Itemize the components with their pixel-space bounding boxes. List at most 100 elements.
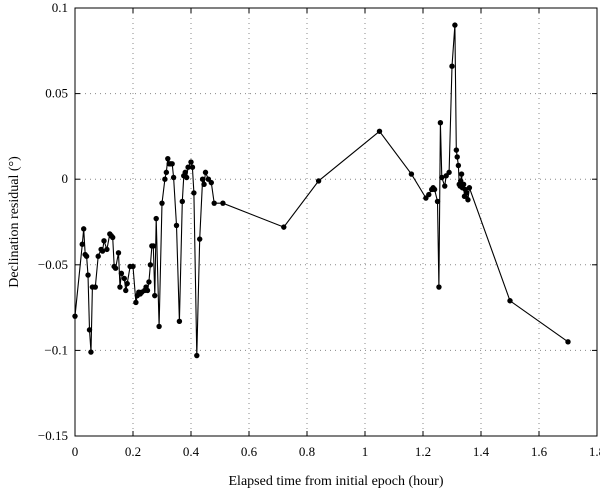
data-point xyxy=(426,191,432,198)
data-point xyxy=(199,176,206,182)
data-point xyxy=(121,275,128,282)
data-point xyxy=(144,287,151,294)
y-tick-label: −0.1 xyxy=(44,342,68,357)
data-point xyxy=(104,246,110,253)
data-point xyxy=(169,161,175,167)
data-point xyxy=(191,190,197,196)
data-point xyxy=(458,171,465,177)
data-point xyxy=(152,292,158,299)
y-tick-label: 0.05 xyxy=(45,86,68,101)
x-tick-label: 0.6 xyxy=(241,444,258,459)
data-point xyxy=(189,164,196,170)
x-axis-label: Elapsed time from initial epoch (hour) xyxy=(229,474,444,489)
data-point xyxy=(434,198,441,205)
x-tick-label: 0.2 xyxy=(125,444,141,459)
data-point xyxy=(376,128,383,134)
data-point xyxy=(124,280,130,287)
data-point xyxy=(220,200,226,206)
data-point xyxy=(197,236,203,242)
series-line xyxy=(74,25,569,356)
data-point xyxy=(565,339,571,345)
data-point xyxy=(449,63,455,69)
data-point xyxy=(453,147,460,153)
grid xyxy=(75,8,597,436)
data-point xyxy=(431,186,438,193)
data-point xyxy=(201,181,207,188)
data-point xyxy=(176,318,183,324)
data-point xyxy=(436,284,442,290)
data-point xyxy=(281,224,287,230)
data-point xyxy=(408,171,415,177)
x-tick-label: 1.6 xyxy=(531,444,548,459)
data-point xyxy=(439,174,445,181)
data-point xyxy=(95,253,101,259)
data-point xyxy=(88,349,94,355)
data-point xyxy=(463,190,470,196)
data-point xyxy=(123,287,129,294)
data-point xyxy=(101,238,107,244)
data-point xyxy=(194,352,200,359)
data-point xyxy=(147,262,154,268)
data-point xyxy=(156,323,162,330)
data-point xyxy=(79,241,85,247)
x-tick-label: 1.4 xyxy=(473,444,490,459)
data-point xyxy=(146,279,152,285)
data-point xyxy=(130,263,136,270)
y-tick-label: −0.05 xyxy=(38,257,68,272)
data-point xyxy=(150,243,156,249)
data-point xyxy=(211,200,217,206)
data-point xyxy=(182,169,188,176)
tick-labels: 0 0.2 0.4 0.6 0.8 1 1.2 1.4 1.6 1.8 0.1 0.05 0 −0.05 −… xyxy=(38,0,600,459)
data-point xyxy=(159,200,165,206)
y-tick-label: 0 xyxy=(62,171,69,186)
data-point xyxy=(442,183,448,189)
data-point xyxy=(81,226,87,232)
data-point xyxy=(163,169,170,176)
data-point xyxy=(466,185,473,191)
x-tick-label: 1.8 xyxy=(589,444,600,459)
data-point xyxy=(437,120,444,126)
data-point xyxy=(85,272,91,278)
data-point xyxy=(185,164,191,170)
data-point xyxy=(72,313,78,319)
data-point xyxy=(170,174,177,181)
data-point xyxy=(507,298,513,304)
data-point xyxy=(179,198,185,205)
data-point xyxy=(454,154,460,160)
data-point xyxy=(162,176,168,182)
data-point xyxy=(460,181,467,188)
y-axis-label: Declination residual (°) xyxy=(7,156,22,288)
data-point xyxy=(112,265,119,271)
x-tick-label: 1 xyxy=(362,444,369,459)
data-point xyxy=(86,327,93,333)
data-point xyxy=(452,22,458,28)
data-point xyxy=(173,222,180,229)
data-point xyxy=(446,169,452,176)
axis-ticks xyxy=(74,7,598,437)
x-tick-label: 0 xyxy=(72,444,79,459)
x-tick-label: 0.8 xyxy=(299,444,315,459)
data-point xyxy=(315,178,322,184)
x-tick-label: 0.4 xyxy=(183,444,200,459)
data-point xyxy=(153,215,159,222)
data-point xyxy=(117,284,123,290)
data-point xyxy=(99,248,106,254)
data-point xyxy=(92,284,99,290)
data-point xyxy=(465,197,471,203)
data-point xyxy=(183,174,190,181)
data-points xyxy=(72,22,571,359)
data-point xyxy=(202,169,209,176)
data-point xyxy=(455,162,462,169)
y-tick-label: 0.1 xyxy=(52,0,68,15)
y-tick-label: −0.15 xyxy=(38,428,68,443)
data-point xyxy=(165,155,171,162)
data-point xyxy=(110,234,116,241)
data-point xyxy=(83,253,90,259)
data-point xyxy=(188,159,194,165)
data-point xyxy=(115,250,122,256)
plot-frame xyxy=(74,7,598,437)
x-tick-label: 1.2 xyxy=(415,444,431,459)
data-point xyxy=(133,299,139,306)
data-point xyxy=(118,270,125,277)
